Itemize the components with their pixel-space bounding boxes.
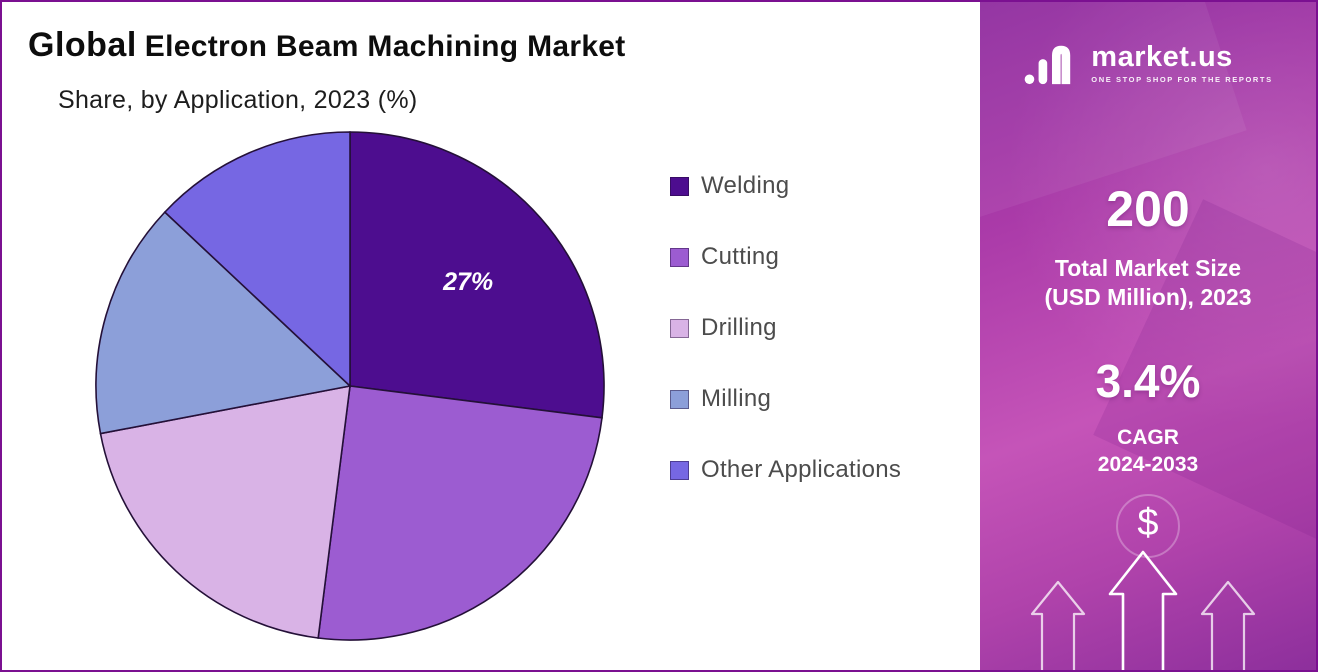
pie-chart-svg: 27% <box>95 131 605 641</box>
title-global: Global <box>28 26 137 64</box>
pie-data-label: 27% <box>442 268 493 296</box>
cagr-label: CAGR 2024-2033 <box>980 424 1316 479</box>
legend-item-welding: Welding <box>670 172 901 200</box>
market-size-label: Total Market Size (USD Million), 2023 <box>980 254 1316 312</box>
cagr-label-line1: CAGR <box>1117 426 1179 449</box>
pie-chart: 27% <box>88 124 612 648</box>
legend-label: Cutting <box>701 243 780 270</box>
logo-tagline: ONE STOP SHOP FOR THE REPORTS <box>1091 75 1273 85</box>
market-size-label-line1: Total Market Size <box>1054 255 1242 281</box>
legend-item-other-applications: Other Applications <box>670 456 901 484</box>
legend-item-milling: Milling <box>670 385 901 413</box>
page-title: Global Electron Beam Machining Market <box>28 26 626 65</box>
chart-subtitle: Share, by Application, 2023 (%) <box>58 86 418 114</box>
legend-label: Drilling <box>701 314 777 341</box>
legend-swatch <box>670 460 689 480</box>
market-size-label-line2: (USD Million), 2023 <box>1044 283 1252 310</box>
legend-swatch <box>670 389 689 409</box>
chart-area: Global Electron Beam Machining Market Sha… <box>2 2 980 670</box>
pie-slice-drilling <box>99 385 351 639</box>
cagr-label-line2: 2024-2033 <box>1097 453 1199 477</box>
cagr-value: 3.4% <box>1095 355 1201 407</box>
growth-arrows-icon <box>980 550 1316 670</box>
legend-swatch <box>670 318 689 338</box>
logo-name: market.us <box>1091 40 1233 73</box>
legend-label: Welding <box>701 172 790 199</box>
legend-swatch <box>670 176 689 196</box>
legend-label: Other Applications <box>701 456 902 483</box>
legend-swatch <box>670 247 689 267</box>
marketus-logo-icon <box>1024 45 1071 85</box>
dollar-icon: $ <box>980 494 1316 558</box>
title-rest: Electron Beam Machining Market <box>144 30 626 63</box>
legend-label: Milling <box>701 385 772 412</box>
chart-legend: Welding Cutting Drilling Milling Other A… <box>670 172 901 527</box>
pie-slice-milling <box>95 210 352 435</box>
dollar-symbol: $ <box>1137 502 1159 544</box>
promo-panel: market.us ONE STOP SHOP FOR THE REPORTS … <box>980 2 1316 670</box>
pie-slice-other-applications <box>163 131 351 388</box>
brand-logo: market.us ONE STOP SHOP FOR THE REPORTS <box>980 40 1316 86</box>
legend-item-drilling: Drilling <box>670 314 901 342</box>
growth-arrows-svg <box>1030 550 1256 670</box>
legend-item-cutting: Cutting <box>670 243 901 271</box>
pie-slice-welding <box>349 131 605 419</box>
pie-slice-cutting <box>317 385 603 641</box>
market-size-value: 200 <box>1106 181 1190 237</box>
